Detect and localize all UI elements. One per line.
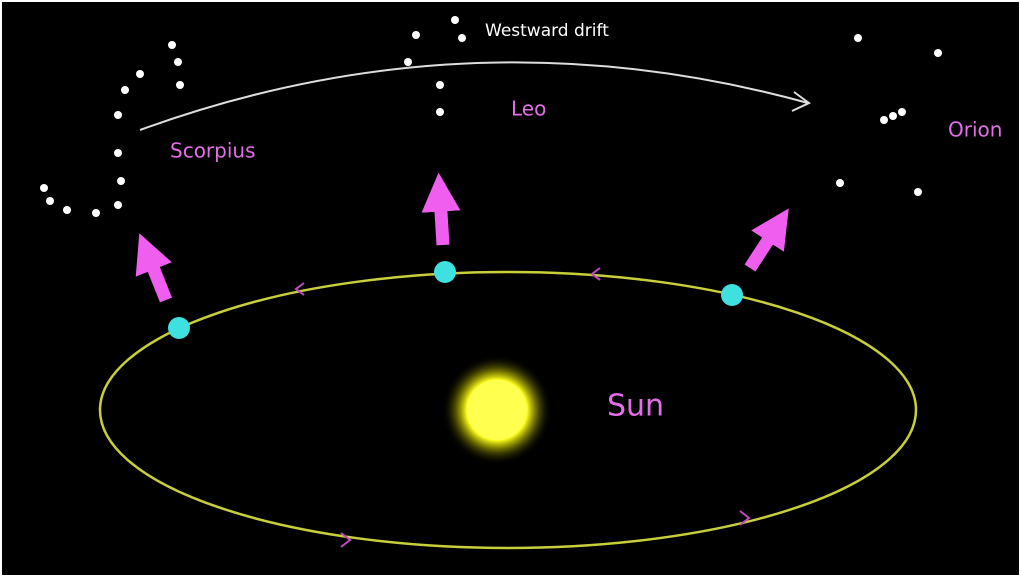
sun [467,380,527,440]
sun-label: Sun [607,389,664,424]
page: {"annotation": "Westward drift", "conste… [0,0,1021,577]
diagram: Westward drift Scorpius Leo Orion Sun [0,0,1021,577]
constellation-label: Orion [948,118,1002,142]
constellation-label: Leo [511,97,546,121]
constellation-label: Scorpius [170,139,256,163]
drift-label: Westward drift [485,21,609,41]
